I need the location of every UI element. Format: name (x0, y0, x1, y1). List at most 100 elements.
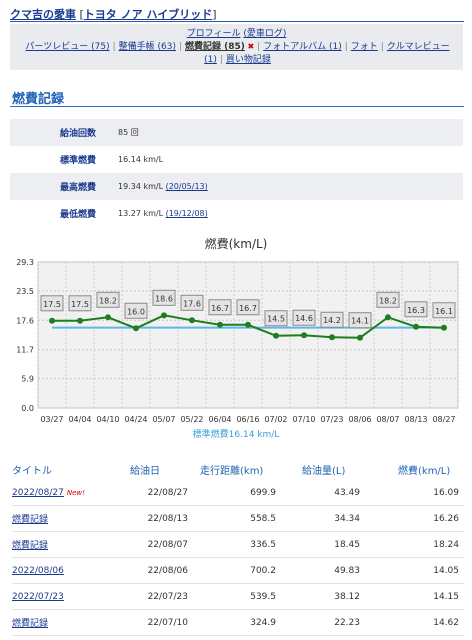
x-tick-label: 04/10 (96, 415, 119, 424)
data-point (105, 314, 111, 321)
nav-item[interactable]: 買い物記録 (225, 55, 271, 65)
data-point (49, 317, 55, 324)
data-label-box (376, 291, 400, 308)
stat-row: 標準燃費 16.14 km/L (10, 146, 463, 173)
data-label-box (96, 291, 120, 308)
model-link[interactable]: トヨタ ノア ハイブリッド (83, 8, 213, 21)
stat-label: 最低燃費 (60, 210, 97, 220)
chart-title: 燃費(km/L) (205, 236, 268, 251)
stat-value: 85 回 (118, 128, 139, 137)
x-tick-label: 07/02 (264, 415, 287, 424)
car-header: クマ吉の愛車 [トヨタ ノア ハイブリッド] (10, 6, 217, 22)
column-header: 給油日 (130, 465, 160, 477)
data-point (357, 334, 363, 341)
table-body: 2022/08/27 New! 22/08/27 699.9 43.49 16.09 燃費記… (12, 480, 464, 636)
x-tick-label: 05/07 (152, 415, 175, 424)
nav-item[interactable]: フォトアルバム (1) (263, 42, 342, 52)
x-tick-label: 08/06 (348, 415, 371, 424)
distance-cell: 324.9 (250, 617, 276, 628)
x-tick-label: 06/04 (208, 415, 231, 424)
data-point (217, 321, 223, 328)
new-badge: New! (66, 488, 85, 497)
table-row: 燃費記録 22/07/10 324.9 22.23 14.62 (12, 610, 464, 636)
nav-item[interactable]: クルマレビュー (1) (204, 42, 450, 65)
date-cell: 22/08/06 (147, 565, 188, 576)
data-label: 17.6 (183, 299, 201, 308)
nav-separator: | (344, 42, 348, 52)
x-tick-label: 07/23 (320, 415, 343, 424)
profile-link[interactable]: プロフィール (186, 29, 241, 39)
data-label: 14.6 (295, 314, 313, 323)
fuel-cell: 18.45 (334, 539, 360, 550)
data-label-box (208, 299, 232, 316)
x-tick-label: 07/10 (292, 415, 315, 424)
record-title-link[interactable]: 燃費記録 (12, 515, 49, 525)
data-point (189, 317, 195, 324)
stat-date-link[interactable]: (19/12/08) (165, 209, 208, 218)
data-label-box (264, 310, 288, 327)
data-label: 16.7 (239, 304, 257, 313)
x-tick-label: 03/27 (40, 415, 63, 424)
data-label-box (348, 312, 372, 329)
record-title-link[interactable]: 2022/07/23 (12, 591, 64, 602)
economy-cell: 16.26 (433, 513, 459, 524)
x-tick-label: 04/24 (124, 415, 147, 424)
x-tick-label: 08/27 (432, 415, 455, 424)
bracket-close: ] (212, 8, 217, 21)
record-title-link[interactable]: 2022/08/27 (12, 487, 64, 498)
stat-date-link[interactable]: (20/05/13) (165, 182, 208, 191)
column-header: 燃費(km/L) (398, 465, 451, 477)
nav-item[interactable]: パーツレビュー (75) (25, 42, 110, 52)
distance-cell: 336.5 (250, 539, 276, 550)
date-cell: 22/07/10 (147, 617, 188, 628)
title-cell: 燃費記録 (12, 512, 104, 525)
reference-line-label: 標準燃費16.14 km/L (193, 428, 280, 440)
chart-svg: 燃費(km/L) 29.3 23.5 17.6 11.7 5.9 0.0 17.5 17.5 18… (16, 236, 459, 440)
record-title-link[interactable]: 燃費記録 (12, 619, 49, 629)
data-label: 18.2 (379, 296, 397, 305)
fuel-stats: 給油回数 85 回標準燃費 16.14 km/L 最高燃費 19.34 km/L (20… (10, 119, 463, 227)
bracket-open: [ (79, 8, 84, 21)
nav-item[interactable]: 整備手帳 (63) (118, 42, 176, 52)
y-tick-label: 29.3 (16, 258, 34, 267)
record-title-link[interactable]: 燃費記録 (12, 541, 49, 551)
data-label-box (152, 289, 176, 306)
data-label: 16.1 (435, 307, 453, 316)
economy-cell: 18.24 (433, 539, 459, 550)
data-point (77, 317, 83, 324)
stat-value: 13.27 km/L (19/12/08) (118, 209, 208, 218)
stat-label: 標準燃費 (60, 156, 97, 166)
data-label: 18.6 (155, 294, 173, 303)
data-label: 17.5 (43, 300, 61, 309)
data-point (161, 312, 167, 319)
date-cell: 22/08/27 (147, 487, 188, 498)
nav-item[interactable]: 燃費記録 (85) (185, 42, 245, 52)
blog-link[interactable]: (愛車ログ) (243, 29, 287, 39)
record-title-link[interactable]: 2022/08/06 (12, 565, 64, 576)
title-divider (10, 106, 464, 107)
data-point (329, 334, 335, 341)
fuel-cell: 49.83 (334, 565, 360, 576)
title-cell: 2022/08/27 New! (12, 488, 104, 498)
nav-links: パーツレビュー (75) | 整備手帳 (63) | 燃費記録 (85) ✖ | フォトアル… (18, 40, 457, 67)
header-divider (10, 21, 464, 22)
data-label: 16.7 (211, 304, 229, 313)
nav-item[interactable]: フォト (350, 42, 378, 52)
nav-top-row: プロフィール (愛車ログ) (10, 26, 463, 39)
owner-car-link[interactable]: クマ吉の愛車 (10, 8, 76, 21)
data-point (133, 325, 139, 332)
title-cell: 2022/08/06 (12, 566, 104, 576)
fuel-cell: 22.23 (334, 617, 360, 628)
date-cell: 22/08/07 (147, 539, 188, 550)
table-row: 2022/07/23 22/07/23 539.5 38.12 14.15 (12, 584, 464, 610)
y-tick-label: 17.6 (16, 316, 34, 325)
data-point (273, 332, 279, 339)
x-tick-label: 08/13 (404, 415, 427, 424)
economy-cell: 14.62 (433, 617, 459, 628)
column-header: 走行距離(km) (200, 465, 264, 477)
economy-cell: 16.09 (433, 487, 459, 498)
table-row: 燃費記録 22/08/07 336.5 18.45 18.24 (12, 532, 464, 558)
distance-cell: 539.5 (250, 591, 276, 602)
nav-separator: | (219, 55, 223, 65)
distance-cell: 699.9 (250, 487, 276, 498)
